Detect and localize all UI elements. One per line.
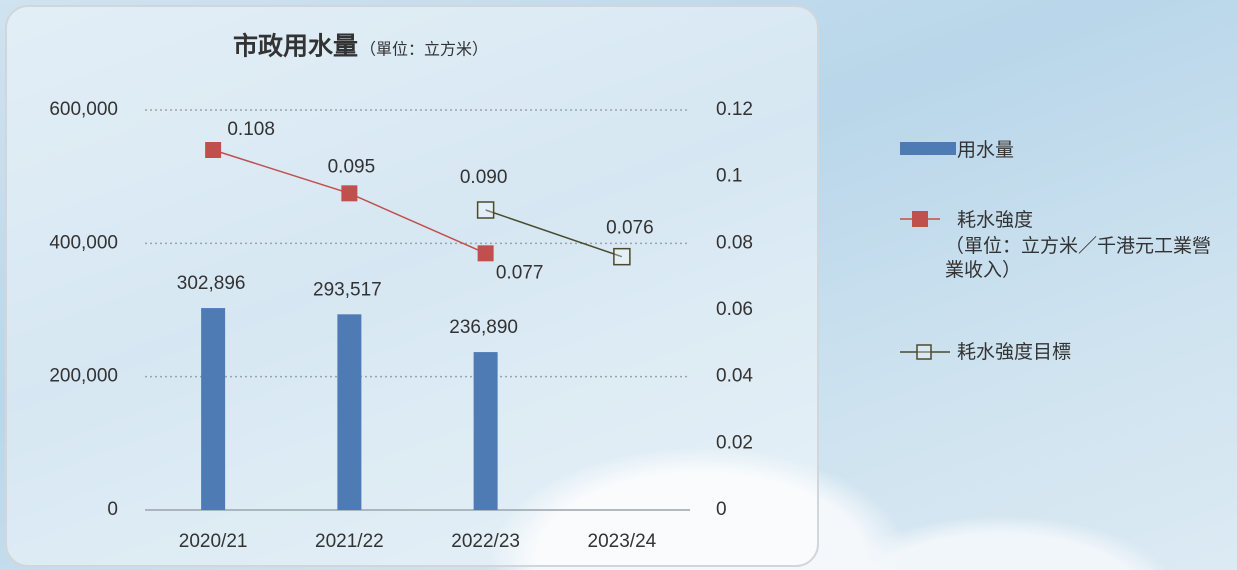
marker (478, 245, 494, 261)
marker (478, 202, 494, 218)
data-label: 0.108 (227, 119, 275, 140)
legend-marker (912, 211, 928, 227)
data-label: 0.077 (496, 262, 544, 283)
data-label: 0.095 (328, 156, 376, 177)
x-tick-label: 2021/22 (315, 531, 384, 552)
y2-tick-label: 0.1 (716, 166, 742, 187)
x-tick-label: 2022/23 (451, 531, 520, 552)
legend-label: 用水量 (957, 138, 1014, 162)
legend-note: （單位：立方米／千港元工業營業收入） (945, 234, 1225, 282)
marker (341, 185, 357, 201)
bar (474, 352, 498, 510)
chart-panel (6, 6, 818, 566)
legend-label: 耗水強度 (957, 208, 1033, 232)
x-tick-label: 2020/21 (179, 531, 248, 552)
y-tick-label: 400,000 (49, 232, 118, 253)
data-label: 302,896 (177, 273, 246, 294)
y-tick-label: 0 (107, 499, 118, 520)
y2-tick-label: 0 (716, 499, 727, 520)
data-label: 236,890 (449, 317, 518, 338)
x-tick-label: 2023/24 (588, 531, 657, 552)
chart-title: 市政用水量 (233, 32, 358, 61)
bar (201, 308, 225, 510)
page: 市政用水量 （單位：立方米） 0 200,000 400,000 600,000 0 0.… (0, 0, 1237, 570)
y2-tick-label: 0.12 (716, 99, 753, 120)
data-label: 0.090 (460, 167, 508, 188)
y2-tick-label: 0.02 (716, 432, 753, 453)
y2-tick-label: 0.06 (716, 299, 753, 320)
y2-tick-label: 0.04 (716, 366, 753, 387)
data-label: 0.076 (606, 218, 654, 239)
y-tick-label: 600,000 (49, 99, 118, 120)
chart: 市政用水量 （單位：立方米） 0 200,000 400,000 600,000 0 0.… (0, 0, 1237, 570)
data-label: 293,517 (313, 279, 382, 300)
y2-tick-label: 0.08 (716, 232, 753, 253)
legend-marker (917, 345, 931, 359)
bar (337, 314, 361, 510)
marker (205, 142, 221, 158)
marker (614, 249, 630, 265)
legend-swatch (900, 142, 956, 155)
y-tick-label: 200,000 (49, 366, 118, 387)
chart-subtitle: （單位：立方米） (360, 40, 488, 59)
legend-label: 耗水強度目標 (957, 340, 1071, 364)
